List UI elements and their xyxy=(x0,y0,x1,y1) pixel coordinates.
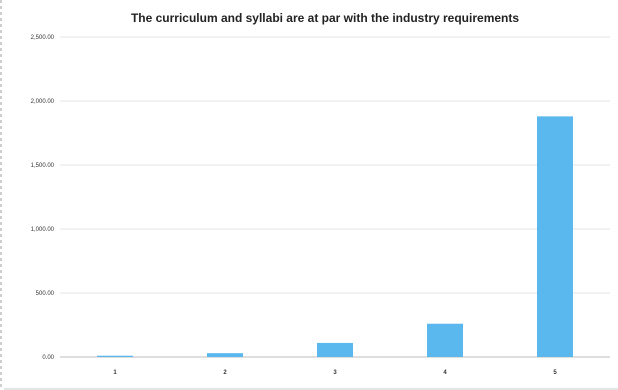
x-tick-label: 2 xyxy=(223,370,227,376)
bar-3 xyxy=(317,342,353,357)
y-tick-label: 500.00 xyxy=(36,291,55,297)
x-tick-label: 4 xyxy=(443,370,447,376)
bar-2 xyxy=(207,353,243,357)
gridlines xyxy=(60,36,610,358)
bar-1 xyxy=(97,355,133,357)
x-tick-label: 5 xyxy=(553,370,557,376)
y-tick-label: 1,000.00 xyxy=(31,227,55,233)
bars xyxy=(97,116,573,357)
x-tick-label: 1 xyxy=(113,370,117,376)
y-tick-label: 0.00 xyxy=(42,355,54,361)
chart-title: The curriculum and syllabi are at par wi… xyxy=(131,11,519,25)
bar-4 xyxy=(427,323,463,357)
bar-5 xyxy=(537,116,573,357)
x-axis-ticks: 1 2 3 4 5 xyxy=(113,370,557,376)
x-tick-label: 3 xyxy=(333,370,337,376)
y-tick-label: 2,500.00 xyxy=(31,35,55,41)
y-tick-label: 2,000.00 xyxy=(31,99,55,105)
y-axis-ticks: 0.00 500.00 1,000.00 1,500.00 2,000.00 2,500.… xyxy=(31,35,55,361)
y-tick-label: 1,500.00 xyxy=(31,163,55,169)
